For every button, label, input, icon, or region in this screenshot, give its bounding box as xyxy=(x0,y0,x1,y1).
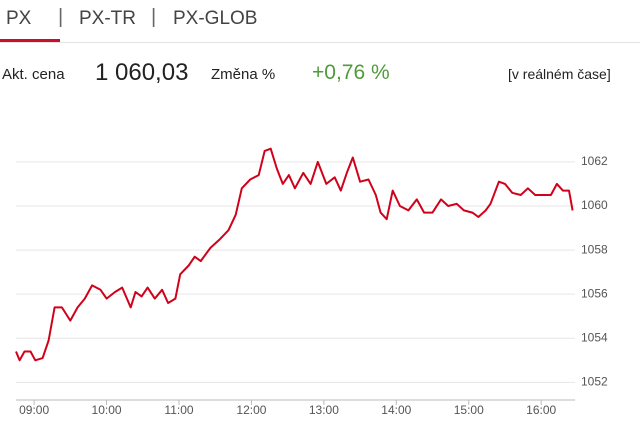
price-line xyxy=(15,147,574,362)
y-tick-label: 1056 xyxy=(581,286,608,300)
realtime-note: [v reálném čase] xyxy=(508,66,611,82)
y-tick-label: 1054 xyxy=(581,330,608,344)
x-tick-label: 10:00 xyxy=(92,403,122,417)
tab[interactable]: PX-TR xyxy=(79,8,136,29)
active-indicator xyxy=(0,39,60,42)
x-tick-label: 09:00 xyxy=(19,403,49,417)
x-tick-label: 13:00 xyxy=(309,403,339,417)
tab[interactable]: PX-GLOB xyxy=(173,8,258,29)
price-label: Akt. cena xyxy=(2,66,65,83)
y-tick-label: 1060 xyxy=(581,198,608,212)
tab-bar: PX | PX-TR | PX-GLOB xyxy=(0,0,640,43)
y-tick-label: 1058 xyxy=(581,242,608,256)
y-tick-label: 1052 xyxy=(581,375,608,389)
x-tick-label: 16:00 xyxy=(526,403,556,417)
x-tick-label: 11:00 xyxy=(164,403,193,417)
price: 1 060,03 xyxy=(95,59,189,86)
x-tick-label: 15:00 xyxy=(454,403,484,417)
y-tick-label: 1062 xyxy=(581,154,608,168)
change: +0,76 % xyxy=(312,61,390,84)
separator: | xyxy=(58,6,64,28)
x-tick-label: 12:00 xyxy=(236,403,266,417)
change-label: Změna % xyxy=(211,66,276,83)
x-tick-label: 14:00 xyxy=(381,403,411,417)
tab[interactable]: PX xyxy=(6,8,32,29)
separator: | xyxy=(151,6,157,28)
